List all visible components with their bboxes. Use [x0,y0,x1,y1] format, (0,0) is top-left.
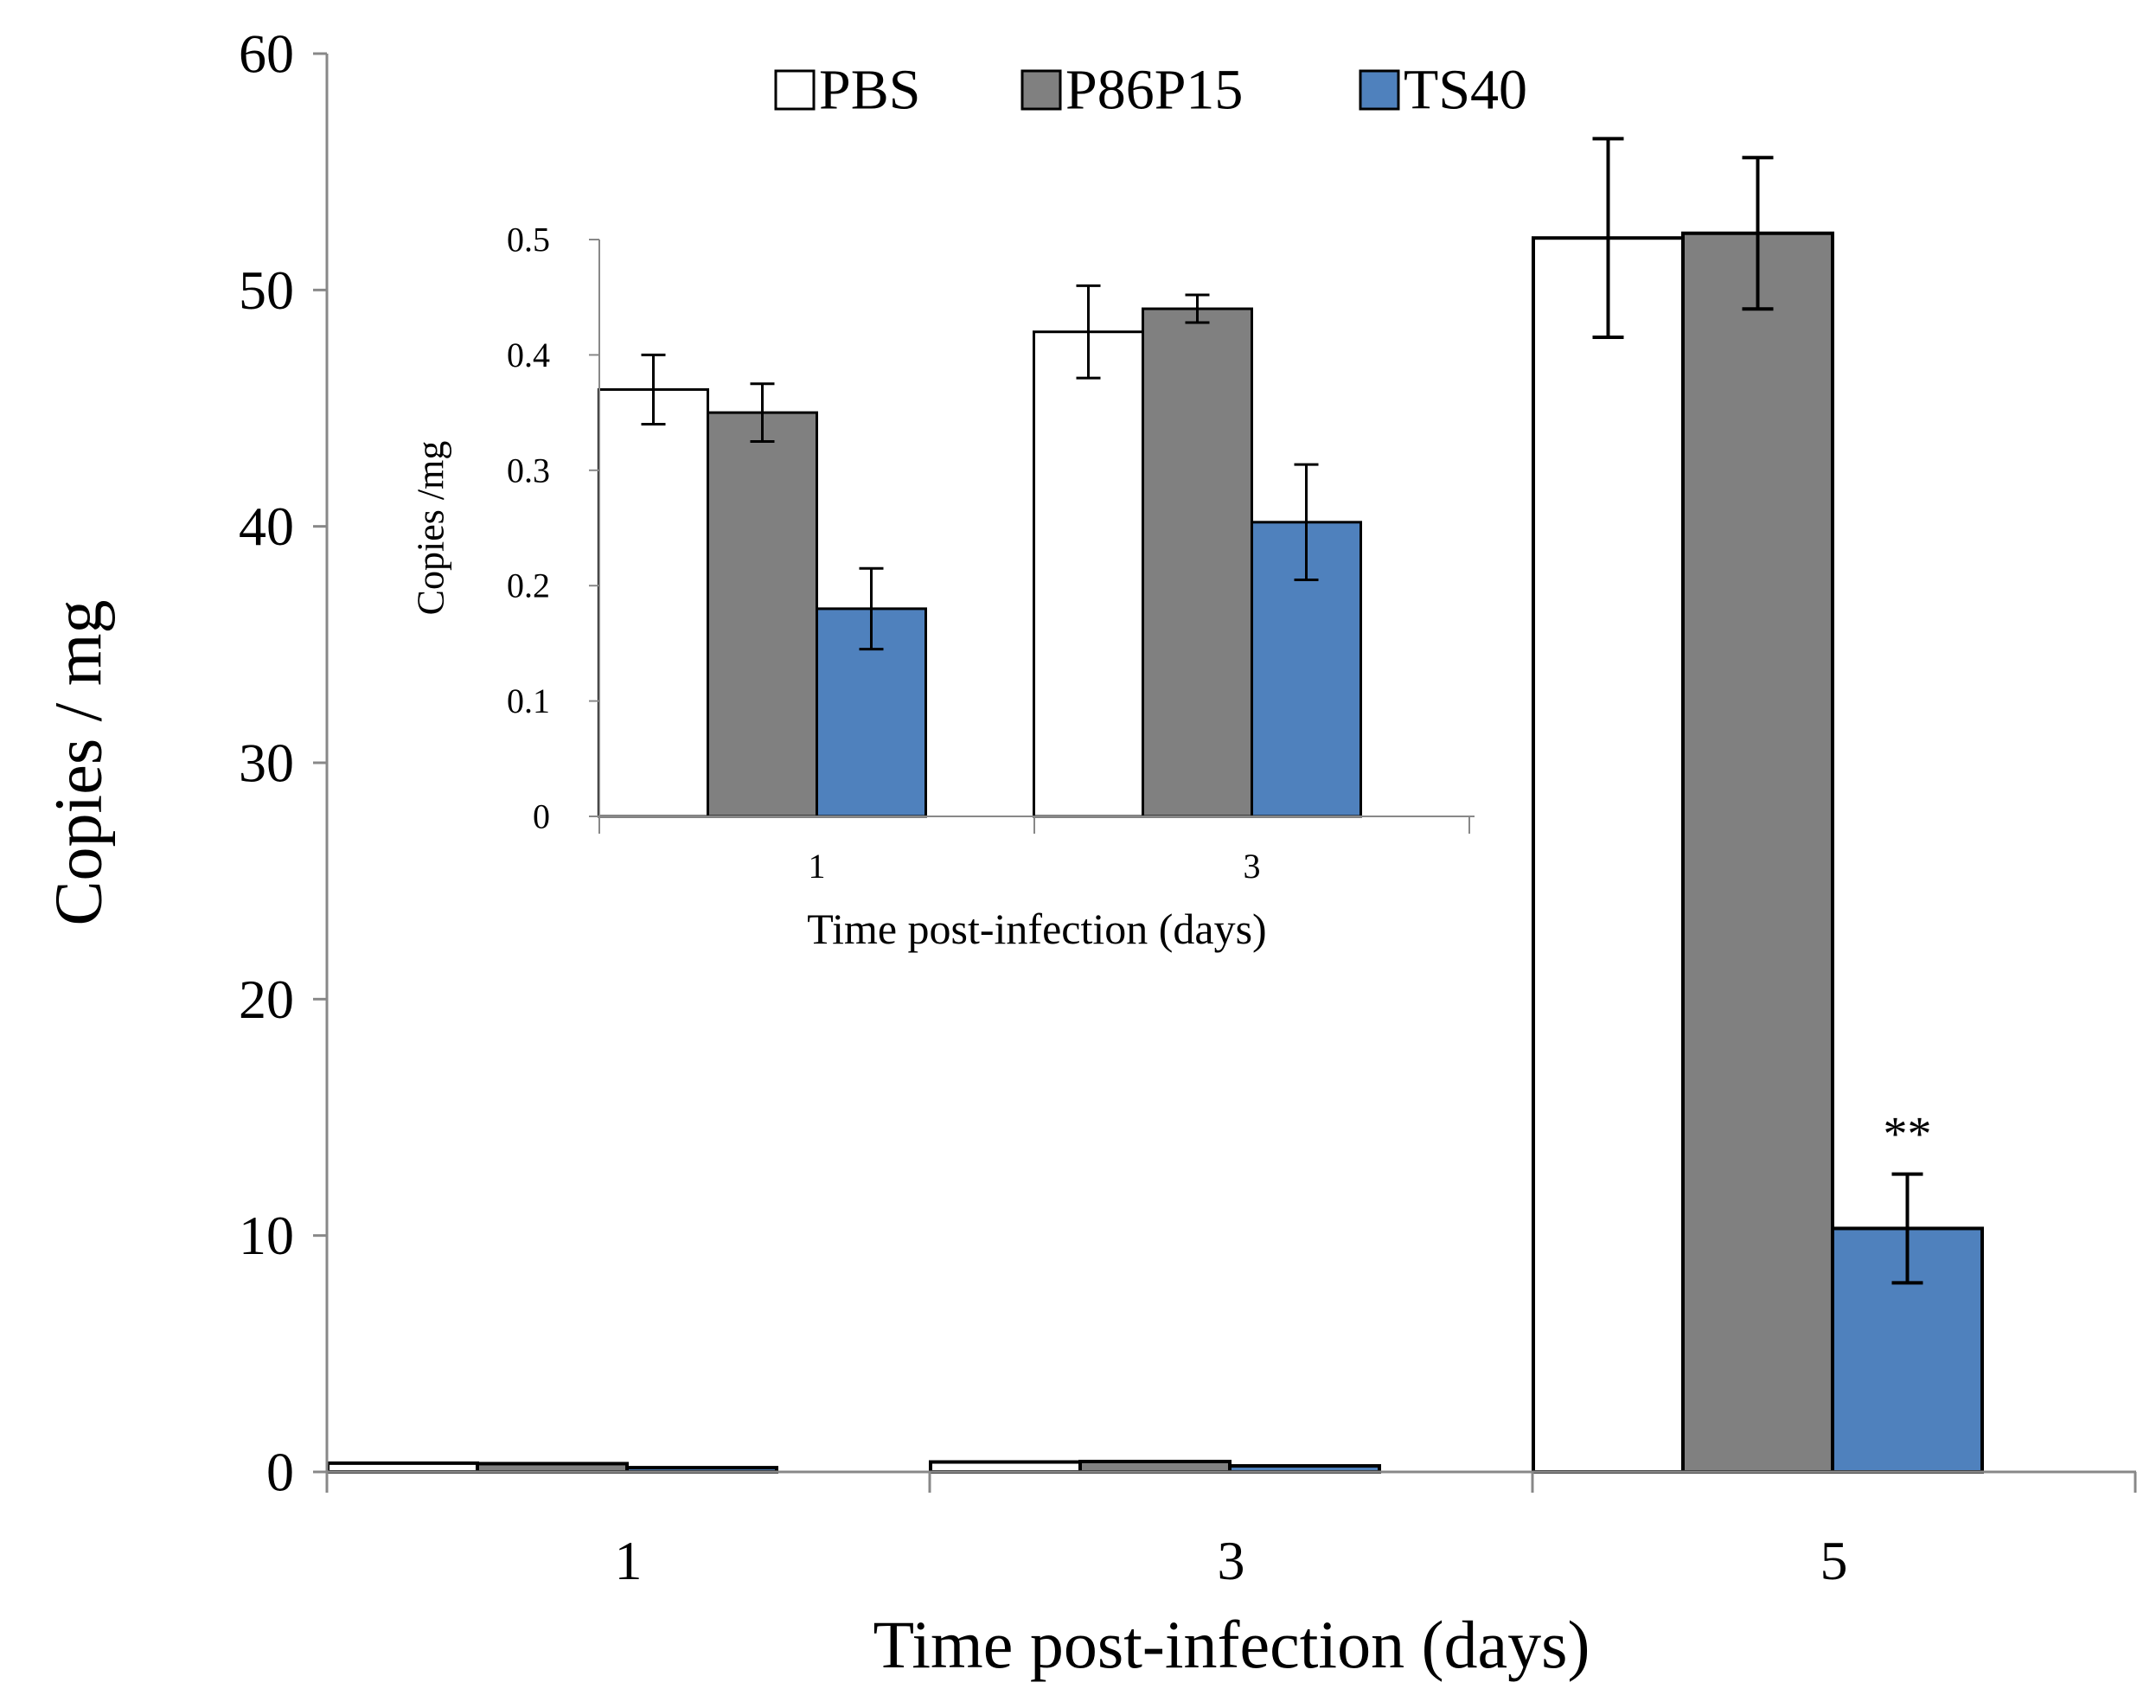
inset-x-axis-title: Time post-infection (days) [807,905,1266,953]
inset-bar-pbs-day-1 [598,387,709,818]
main-x-axis-title: Time post-infection (days) [873,1607,1590,1682]
legend-item-pbs: PBS [774,59,920,122]
main-y-tick-label: 50 [239,259,294,321]
main-significance-annotation: ** [1884,1108,1932,1161]
legend-swatch-ts40 [1359,69,1400,111]
legend-label-ts40: TS40 [1404,59,1527,122]
inset-chart: 0 0.1 0.2 0.3 0.4 0.5 1 3 Time post-infection (d… [410,221,1475,953]
main-error-bar-pbs-day-5 [1592,137,1624,339]
legend-swatch-pbs [774,69,816,111]
inset-error-bar-ts40-day-3 [1294,463,1319,582]
main-y-tick-label: 30 [239,732,294,794]
inset-error-bar-pbs-day-3 [1076,284,1101,380]
main-x-tick-label: 5 [1820,1530,1848,1591]
inset-bar-p86p15-day-3 [1142,307,1253,818]
main-x-tick-label: 1 [615,1530,643,1591]
main-bar-p86p15-day-3 [1078,1459,1232,1475]
inset-y-tick-label: 0.2 [507,566,550,605]
inset-error-bar-ts40-day-1 [859,566,884,651]
legend-label-p86p15: P86P15 [1065,59,1243,122]
main-y-tick-label: 40 [239,496,294,557]
main-y-tick-label: 20 [239,969,294,1030]
inset-error-bar-p86p15-day-1 [750,382,775,443]
main-bar-pbs-day-1 [326,1461,479,1475]
inset-x-tick-label: 3 [1244,847,1261,886]
legend-item-ts40: TS40 [1359,59,1527,122]
legend-item-p86p15: P86P15 [1020,59,1243,122]
inset-x-tick-label: 1 [809,847,826,886]
inset-y-axis-title: Copies /mg [410,441,452,616]
legend-swatch-p86p15 [1020,69,1062,111]
main-error-bar-ts40-day-5 [1891,1172,1923,1285]
inset-bar-pbs-day-3 [1033,330,1144,818]
inset-y-tick-label: 0.4 [507,336,550,374]
main-x-tick-label: 3 [1218,1530,1245,1591]
inset-bar-ts40-day-1 [816,607,927,818]
inset-error-bar-p86p15-day-3 [1185,293,1210,324]
main-bar-p86p15-day-5 [1681,231,1834,1475]
main-y-tick-label: 0 [266,1442,294,1503]
inset-bar-p86p15-day-1 [707,411,818,818]
main-y-tick-label: 10 [239,1205,294,1266]
inset-y-tick-label: 0.3 [507,451,550,489]
inset-error-bar-pbs-day-1 [641,353,666,425]
main-y-axis-title: Copies / mg [41,599,116,925]
inset-y-tick-label: 0.5 [507,221,550,259]
inset-y-tick-label: 0 [533,797,550,836]
main-bar-pbs-day-5 [1532,236,1685,1475]
inset-y-tick-label: 0.1 [507,681,550,720]
main-y-tick-label: 60 [239,23,294,85]
main-error-bar-p86p15-day-5 [1742,156,1774,311]
legend: PBS P86P15 TS40 [774,59,1527,122]
legend-label-pbs: PBS [819,59,920,122]
main-bar-pbs-day-3 [929,1460,1082,1475]
